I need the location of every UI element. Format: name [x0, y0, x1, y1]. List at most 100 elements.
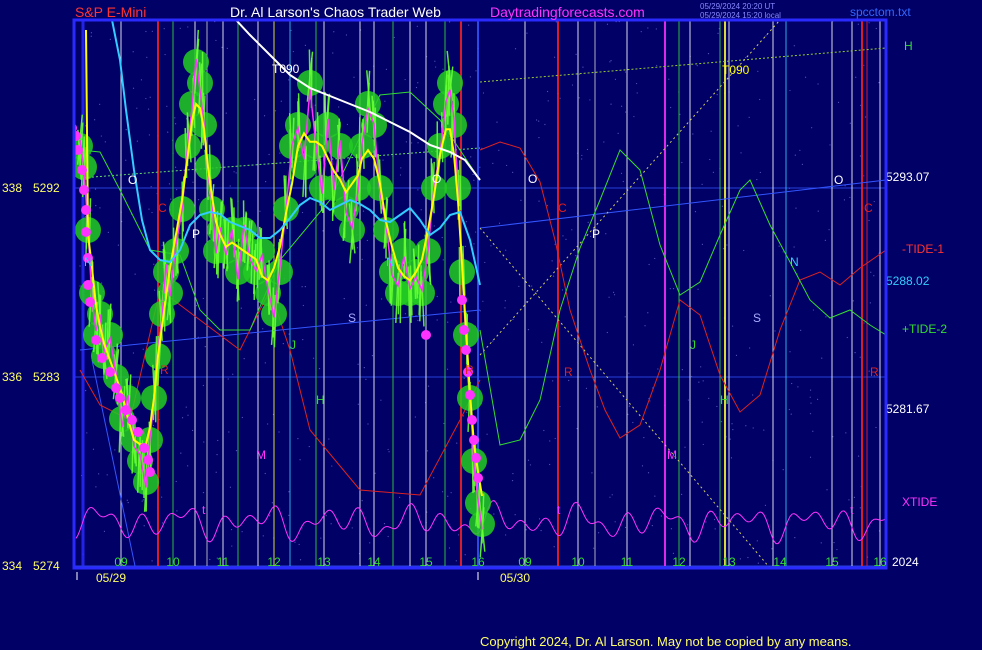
price-dot	[457, 295, 467, 305]
star-dot	[415, 86, 418, 89]
star-dot	[304, 286, 306, 288]
star-dot	[817, 83, 819, 85]
price-dot	[145, 467, 155, 477]
price-dot	[143, 455, 153, 465]
star-dot	[694, 211, 697, 213]
star-dot	[265, 181, 267, 183]
star-dot	[320, 537, 322, 539]
star-dot	[541, 341, 543, 343]
star-dot	[299, 459, 301, 461]
star-dot	[538, 200, 540, 202]
star-dot	[717, 32, 719, 34]
star-dot	[472, 173, 474, 176]
star-dot	[716, 94, 718, 96]
star-dot	[399, 496, 401, 499]
star-dot	[636, 92, 638, 94]
star-dot	[743, 249, 745, 252]
axes: 338 5292 336 5283 334 5274 09 10 11 12 13 14 15 16 09 1…	[2, 181, 919, 585]
star-dot	[852, 300, 854, 302]
star-dot	[559, 97, 561, 99]
star-dot	[98, 473, 100, 475]
star-dot	[143, 525, 145, 527]
star-dot	[466, 411, 468, 413]
y-axis-price-label: 5274	[33, 559, 60, 573]
x-axis-hour-label: 09	[518, 555, 532, 569]
star-dot	[231, 545, 233, 547]
star-dot	[447, 495, 449, 497]
y-axis-price-label: 5283	[33, 370, 60, 384]
chart-label-r: R	[564, 365, 573, 379]
star-dot	[795, 207, 797, 209]
star-dot	[254, 98, 256, 101]
star-dot	[592, 547, 595, 549]
price-bar	[418, 265, 422, 316]
star-dot	[145, 97, 147, 100]
star-dot	[726, 244, 728, 246]
star-dot	[514, 514, 516, 516]
star-dot	[233, 171, 235, 173]
star-dot	[492, 162, 494, 164]
star-dot	[298, 543, 300, 546]
price-dot	[421, 330, 431, 340]
star-dot	[405, 141, 407, 143]
price-dot	[74, 145, 83, 155]
star-dot	[778, 245, 780, 247]
star-dot	[878, 81, 880, 84]
chart-label-n: N	[790, 255, 799, 269]
star-dot	[863, 322, 865, 324]
star-dot	[179, 27, 181, 29]
price-bar	[399, 273, 402, 324]
star-dot	[714, 528, 716, 530]
star-dot	[345, 34, 348, 36]
star-dot	[657, 368, 659, 370]
x-axis-hour-label: 10	[571, 555, 585, 569]
star-dot	[161, 496, 163, 498]
star-dot	[280, 100, 282, 102]
x-axis-hour-label: 12	[672, 555, 686, 569]
star-dot	[692, 133, 694, 135]
star-dot	[853, 496, 856, 498]
star-dot	[426, 450, 429, 452]
star-dot	[526, 32, 528, 34]
star-dot	[552, 380, 554, 382]
star-dot	[555, 21, 557, 23]
star-dot	[672, 552, 675, 554]
star-dot	[735, 354, 738, 356]
price-bar	[450, 105, 453, 156]
price-dot	[74, 131, 81, 141]
star-dot	[86, 432, 88, 434]
star-dot	[576, 427, 578, 430]
price-dot	[471, 453, 481, 463]
x-axis-hour-label: 16	[471, 555, 485, 569]
star-dot	[624, 111, 627, 113]
star-dot	[640, 31, 642, 33]
right-label: +TIDE-2	[902, 322, 947, 336]
trend-line-blue-1	[79, 309, 481, 351]
star-dot	[380, 399, 382, 401]
chart-label-h: H	[316, 393, 325, 407]
star-dot	[450, 301, 452, 303]
star-dot	[268, 153, 270, 156]
star-dot	[325, 514, 327, 517]
star-dot	[195, 305, 198, 307]
star-dot	[374, 472, 376, 474]
star-dot	[475, 231, 477, 233]
trend-line-blue-drop	[91, 359, 136, 567]
star-dot	[668, 78, 670, 80]
star-dot	[420, 209, 422, 211]
tide-2-day1-curve	[79, 91, 481, 331]
star-dot	[356, 247, 359, 249]
chart-label-j: J	[690, 338, 696, 352]
site-link[interactable]: Daytradingforecasts.com	[490, 4, 645, 20]
star-dot	[873, 275, 875, 277]
price-bar	[168, 273, 172, 324]
star-dot	[535, 119, 538, 121]
price-bar	[403, 221, 406, 272]
price-bar	[217, 200, 224, 251]
star-dot	[687, 399, 689, 401]
price-bar	[316, 112, 320, 163]
star-dot	[756, 178, 758, 181]
star-dot	[235, 172, 237, 174]
star-dot	[518, 559, 520, 562]
